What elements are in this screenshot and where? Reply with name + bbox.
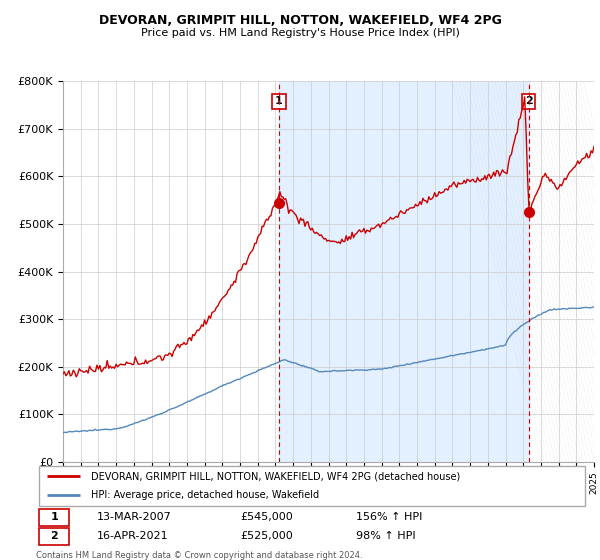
Text: DEVORAN, GRIMPIT HILL, NOTTON, WAKEFIELD, WF4 2PG (detached house): DEVORAN, GRIMPIT HILL, NOTTON, WAKEFIELD…: [91, 471, 460, 481]
Text: DEVORAN, GRIMPIT HILL, NOTTON, WAKEFIELD, WF4 2PG: DEVORAN, GRIMPIT HILL, NOTTON, WAKEFIELD…: [98, 14, 502, 27]
Text: Contains HM Land Registry data © Crown copyright and database right 2024.
This d: Contains HM Land Registry data © Crown c…: [36, 551, 362, 560]
Text: 1: 1: [275, 96, 283, 106]
Text: 2: 2: [524, 96, 532, 106]
FancyBboxPatch shape: [39, 466, 585, 506]
Text: 16-APR-2021: 16-APR-2021: [97, 531, 169, 542]
Text: Price paid vs. HM Land Registry's House Price Index (HPI): Price paid vs. HM Land Registry's House …: [140, 28, 460, 38]
FancyBboxPatch shape: [39, 528, 69, 545]
Text: 2: 2: [50, 531, 58, 542]
Bar: [279, 81, 529, 462]
Text: 1: 1: [50, 512, 58, 522]
Text: 98% ↑ HPI: 98% ↑ HPI: [356, 531, 416, 542]
Text: HPI: Average price, detached house, Wakefield: HPI: Average price, detached house, Wake…: [91, 491, 319, 501]
Text: £525,000: £525,000: [240, 531, 293, 542]
Text: £545,000: £545,000: [240, 512, 293, 522]
Text: 156% ↑ HPI: 156% ↑ HPI: [356, 512, 422, 522]
Text: 13-MAR-2007: 13-MAR-2007: [97, 512, 172, 522]
FancyBboxPatch shape: [39, 508, 69, 525]
